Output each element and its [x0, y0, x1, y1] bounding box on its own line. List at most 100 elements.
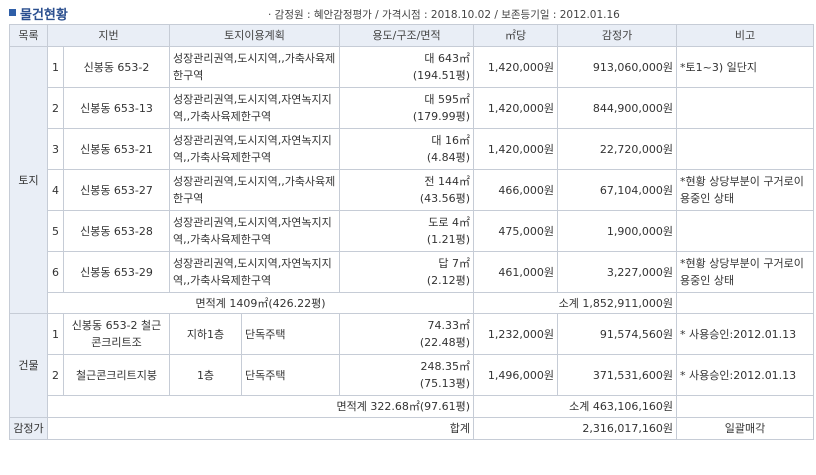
zoning-plan: 성장관리권역,도시지역,자연녹지지역,,가축사육제한구역 — [168, 128, 341, 170]
area-m2: 74.33㎡ — [427, 319, 471, 332]
square-bullet-icon — [9, 9, 16, 16]
header-per-m2: ㎡당 — [473, 24, 559, 47]
row-number: 2 — [47, 87, 64, 129]
price-per-m2: 461,000원 — [473, 251, 559, 293]
building-subtotal: 소계 463,106,160원 — [473, 395, 678, 418]
price-per-m2: 1,420,000원 — [473, 46, 559, 88]
land-subtotal: 소계 1,852,911,000원 — [473, 292, 678, 314]
use-area: 대 16㎡ (4.84평) — [339, 128, 475, 170]
use-size: 대 16㎡ — [431, 134, 471, 147]
header-note: 비고 — [676, 24, 815, 47]
remark — [676, 128, 815, 170]
appraised-value: 1,900,000원 — [557, 210, 678, 252]
appraised-value: 91,574,560원 — [557, 313, 678, 355]
remark: *토1~3) 일단지 — [676, 46, 815, 88]
building-use: 단독주택 — [240, 313, 341, 355]
lot-number: 신봉동 653-29 — [63, 251, 170, 293]
appraised-value: 913,060,000원 — [557, 46, 678, 88]
table-row: 3 신봉동 653-21 성장관리권역,도시지역,자연녹지지역,,가축사육제한구… — [10, 128, 815, 170]
area-pyeong: (75.13평) — [419, 377, 471, 390]
building-label: 건물 — [9, 313, 48, 418]
lot-number: 신봉동 653-21 — [63, 128, 170, 170]
lot-number: 신봉동 653-28 — [63, 210, 170, 252]
empty-cell — [676, 395, 815, 418]
row-number: 2 — [47, 354, 64, 396]
zoning-plan: 성장관리권역,도시지역,자연녹지지역,,가축사육제한구역 — [168, 87, 341, 129]
price-per-m2: 1,420,000원 — [473, 87, 559, 129]
sum-value: 2,316,017,160원 — [473, 417, 678, 440]
building-summary-row: 면적계 322.68㎡(97.61평) 소계 463,106,160원 — [10, 395, 815, 418]
appraised-value: 3,227,000원 — [557, 251, 678, 293]
use-area: 도로 4㎡ (1.21평) — [339, 210, 475, 252]
lot-number: 신봉동 653-27 — [63, 169, 170, 211]
table-row: 4 신봉동 653-27 성장관리권역,도시지역,,가축사육제한구역 전 144… — [10, 169, 815, 211]
lot-number: 신봉동 653-13 — [63, 87, 170, 129]
sum-label: 합계 — [46, 417, 475, 440]
header-list: 목록 — [9, 24, 48, 47]
building-use: 단독주택 — [240, 354, 341, 396]
table-row: 2 신봉동 653-13 성장관리권역,도시지역,자연녹지지역,,가축사육제한구… — [10, 87, 815, 129]
price-per-m2: 1,420,000원 — [473, 128, 559, 170]
use-size: 전 144㎡ — [424, 175, 471, 188]
sale-type: 일괄매각 — [676, 417, 815, 440]
remark: *현황 상당부분이 구거로이용중인 상태 — [676, 251, 815, 293]
section-header: 물건현황 · 감정원 : 혜안감정평가 / 가격시점 : 2018.10.02 … — [0, 0, 816, 24]
building-area: 74.33㎡ (22.48평) — [339, 313, 475, 355]
header-lot: 지번 — [47, 24, 170, 47]
land-summary-row: 면적계 1409㎡(426.22평) 소계 1,852,911,000원 — [10, 292, 815, 314]
use-size: 도로 4㎡ — [428, 216, 471, 229]
remark: * 사용승인:2012.01.13 — [676, 354, 815, 396]
lot-number: 신봉동 653-2 — [63, 46, 170, 88]
appraisal-total-label: 감정가 — [9, 417, 48, 440]
area-pyeong: (43.56평) — [419, 192, 471, 205]
use-area: 대 595㎡ (179.99평) — [339, 87, 475, 129]
area-pyeong: (4.84평) — [426, 151, 471, 164]
header-zoning: 토지이용계획 — [168, 24, 341, 47]
row-number: 1 — [47, 313, 64, 355]
appraised-value: 67,104,000원 — [557, 169, 678, 211]
price-per-m2: 466,000원 — [473, 169, 559, 211]
area-pyeong: (22.48평) — [419, 336, 471, 349]
area-pyeong: (179.99평) — [412, 110, 471, 123]
area-pyeong: (1.21평) — [426, 233, 471, 246]
appraisal-meta: · 감정원 : 혜안감정평가 / 가격시점 : 2018.10.02 / 보존등… — [268, 9, 620, 21]
table-row: 6 신봉동 653-29 성장관리권역,도시지역,자연녹지지역,,가축사육제한구… — [10, 251, 815, 293]
land-area-total: 면적계 1409㎡(426.22평) — [46, 292, 475, 314]
header-use: 용도/구조/면적 — [339, 24, 475, 47]
price-per-m2: 475,000원 — [473, 210, 559, 252]
lot-structure: 신봉동 653-2 철근콘크리트조 — [63, 313, 170, 355]
building-area-total: 면적계 322.68㎡(97.61평) — [46, 395, 475, 418]
header-row: 목록 지번 토지이용계획 용도/구조/면적 ㎡당 감정가 비고 — [9, 24, 815, 47]
row-number: 3 — [47, 128, 64, 170]
row-number: 4 — [47, 169, 64, 211]
floor: 지하1층 — [169, 313, 242, 355]
property-status-table: 목록 지번 토지이용계획 용도/구조/면적 ㎡당 감정가 비고 토지 1 신봉동… — [9, 24, 815, 440]
zoning-plan: 성장관리권역,도시지역,자연녹지지역,,가축사육제한구역 — [168, 251, 341, 293]
use-size: 답 7㎡ — [438, 257, 471, 270]
remark — [676, 87, 815, 129]
zoning-plan: 성장관리권역,도시지역,,가축사육제한구역 — [168, 46, 341, 88]
section-title: 물건현황 — [20, 8, 68, 23]
use-area: 대 643㎡ (194.51평) — [339, 46, 475, 88]
use-size: 대 595㎡ — [424, 93, 471, 106]
remark: * 사용승인:2012.01.13 — [676, 313, 815, 355]
total-row: 감정가 합계 2,316,017,160원 일괄매각 — [9, 417, 815, 440]
use-area: 전 144㎡ (43.56평) — [339, 169, 475, 211]
building-area: 248.35㎡ (75.13평) — [339, 354, 475, 396]
land-label: 토지 — [9, 46, 48, 314]
remark: *현황 상당부분이 구거로이용중인 상태 — [676, 169, 815, 211]
row-number: 1 — [47, 46, 64, 88]
table-row: 5 신봉동 653-28 성장관리권역,도시지역,자연녹지지역,,가축사육제한구… — [10, 210, 815, 252]
appraised-value: 22,720,000원 — [557, 128, 678, 170]
lot-structure: 철근콘크리트지붕 — [63, 354, 170, 396]
area-pyeong: (194.51평) — [412, 69, 471, 82]
table-row: 2 철근콘크리트지붕 1층 단독주택 248.35㎡ (75.13평) 1,496… — [10, 354, 815, 396]
table-row: 건물 1 신봉동 653-2 철근콘크리트조 지하1층 단독주택 74.33㎡ (… — [9, 313, 815, 418]
row-number: 5 — [47, 210, 64, 252]
appraised-value: 371,531,600원 — [557, 354, 678, 396]
row-number: 6 — [47, 251, 64, 293]
price-per-m2: 1,496,000원 — [473, 354, 559, 396]
remark — [676, 210, 815, 252]
header-appraised: 감정가 — [557, 24, 678, 47]
area-pyeong: (2.12평) — [426, 274, 471, 287]
